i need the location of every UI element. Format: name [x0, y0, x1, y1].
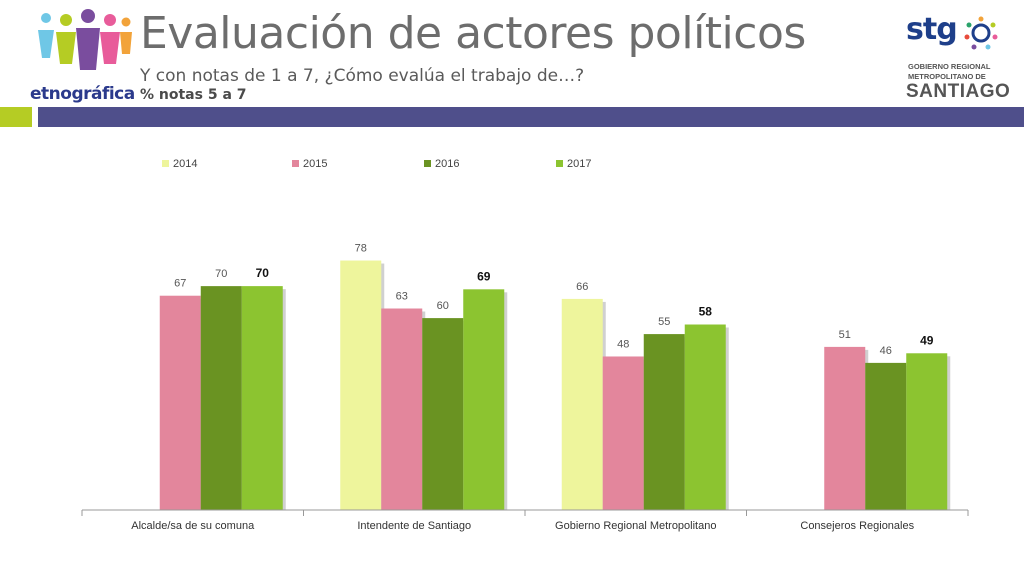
- legend-swatch-2017: [556, 160, 563, 167]
- data-label-2017-0: 70: [256, 266, 270, 280]
- data-label-2015-0: 67: [174, 278, 186, 290]
- page-subtitle-measure: % notas 5 a 7: [140, 87, 247, 103]
- bar-2016-0: [200, 286, 242, 510]
- bar-2016-1: [422, 318, 464, 510]
- category-label-0: Alcalde/sa de su comuna: [131, 520, 255, 532]
- legend-label-2017: 2017: [567, 158, 591, 170]
- header-band-green: [0, 107, 32, 127]
- category-label-2: Gobierno Regional Metropolitano: [555, 520, 716, 532]
- bar-2017-1: [463, 289, 505, 510]
- category-label-1: Intendente de Santiago: [357, 520, 471, 532]
- data-label-2016-1: 60: [437, 300, 449, 312]
- legend-swatch-2014: [162, 160, 169, 167]
- bar-2015-0: [159, 295, 201, 510]
- bar-2017-2: [684, 324, 726, 510]
- page-title: Evaluación de actores políticos: [140, 8, 806, 59]
- bar-2015-2: [602, 356, 644, 510]
- data-label-2016-0: 70: [215, 268, 227, 280]
- legend-swatch-2016: [424, 160, 431, 167]
- data-label-2016-3: 46: [880, 345, 892, 357]
- data-label-2014-1: 78: [355, 243, 367, 255]
- logo-line-2: METROPOLITANO DE: [908, 72, 986, 81]
- data-label-2017-3: 49: [920, 333, 934, 347]
- bar-chart: 2014 2015 2016 2017 67 70 70 Alcalde/sa de su c…: [81, 158, 969, 532]
- bar-2017-0: [241, 286, 283, 510]
- header-band-separator: [32, 107, 38, 127]
- etnografica-logo: etnográfica: [30, 8, 138, 104]
- data-label-2017-1: 69: [477, 269, 491, 283]
- bar-2016-2: [643, 334, 685, 510]
- etnografica-logo-text: etnográfica: [30, 84, 135, 104]
- page-subtitle: Y con notas de 1 a 7, ¿Cómo evalúa el tr…: [140, 66, 585, 86]
- legend-swatch-2015: [292, 160, 299, 167]
- stg-brand-text: stg: [906, 12, 958, 47]
- data-label-2015-3: 51: [839, 329, 851, 341]
- logo-line-3: SANTIAGO: [906, 81, 1011, 102]
- bar-2016-3: [865, 362, 907, 510]
- sun-dots-icon: [964, 16, 998, 50]
- people-figures-icon: [38, 9, 132, 70]
- bar-2017-3: [906, 353, 948, 510]
- data-label-2014-2: 66: [576, 281, 588, 293]
- data-label-2017-2: 58: [699, 304, 713, 318]
- data-label-2016-2: 55: [658, 316, 670, 328]
- legend-label-2014: 2014: [173, 158, 197, 170]
- bar-2014-1: [340, 260, 382, 510]
- gobierno-regional-logo: stg GOBIERNO REGIONAL METROPOLITANO DE S…: [902, 12, 1010, 102]
- bar-2015-1: [381, 308, 423, 510]
- data-label-2015-2: 48: [617, 338, 629, 350]
- header-band-blue: [38, 107, 1024, 127]
- category-label-3: Consejeros Regionales: [800, 520, 914, 532]
- legend-label-2015: 2015: [303, 158, 327, 170]
- legend-label-2016: 2016: [435, 158, 459, 170]
- logo-line-1: GOBIERNO REGIONAL: [908, 62, 991, 71]
- data-label-2015-1: 63: [396, 291, 408, 303]
- bar-2014-2: [561, 298, 603, 510]
- bar-2015-3: [824, 346, 866, 510]
